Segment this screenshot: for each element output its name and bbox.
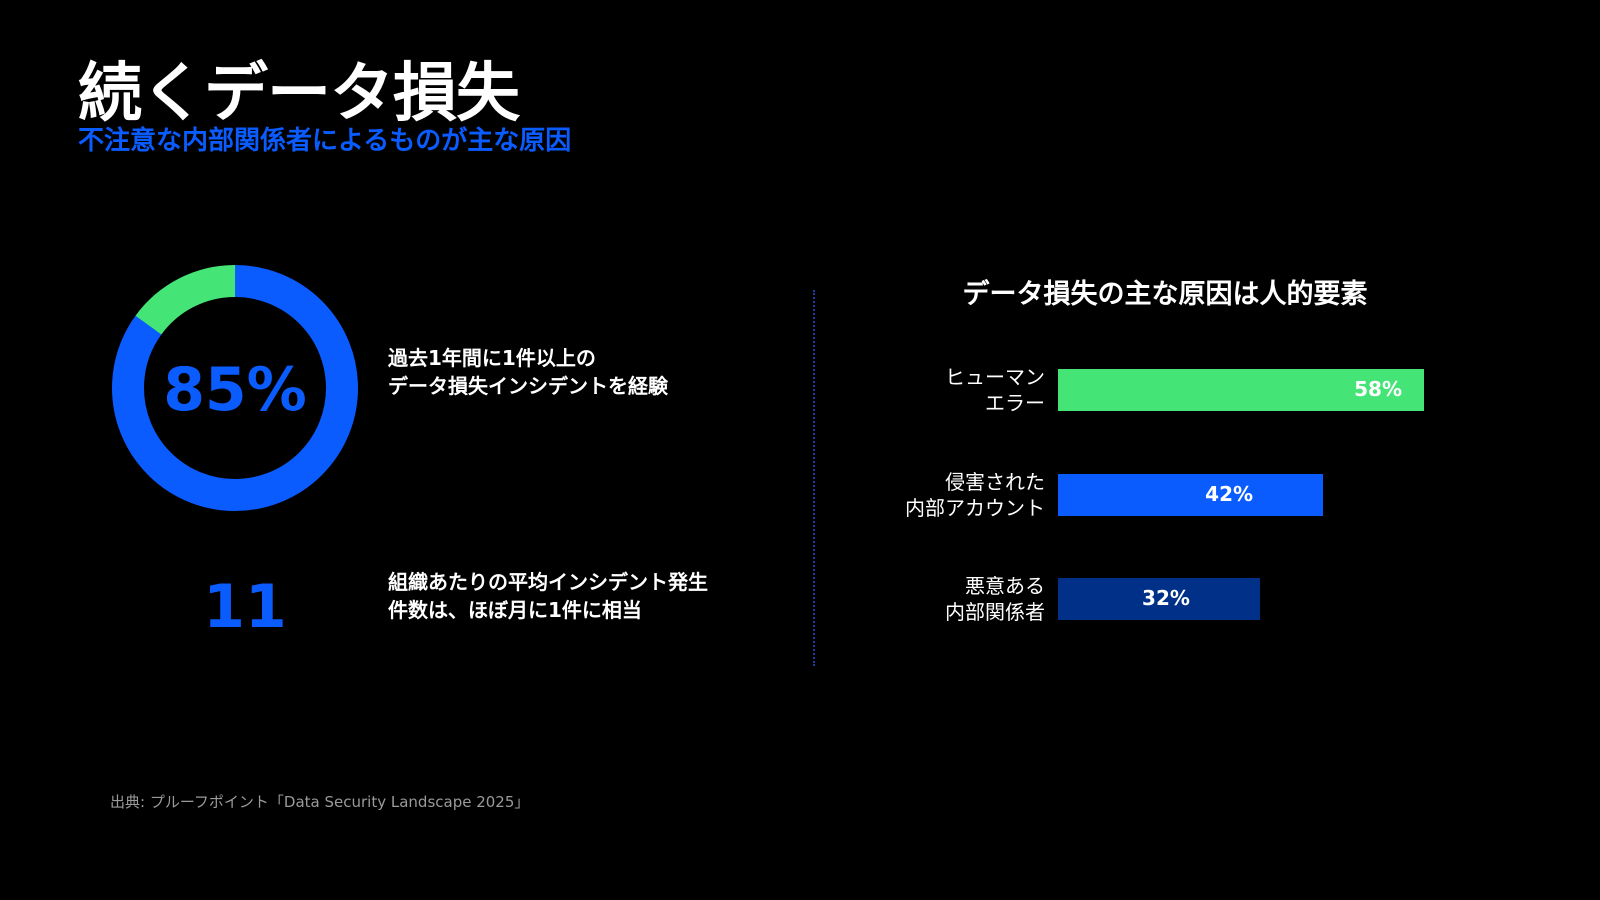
stat-line: 件数は、ほぼ月に1件に相当 [388,598,642,622]
donut-center-label: 85% [163,355,307,425]
bar-value-label: 32% [1142,586,1190,610]
chart-title: データ損失の主な原因は人的要素 [962,279,1368,310]
bar: 58% [1058,369,1424,411]
bar-value-label: 42% [1205,482,1254,506]
bar-category-line: ヒューマン [945,365,1045,389]
bar-category-label: ヒューマン エラー [845,364,1045,416]
divider [813,290,815,666]
stat-description-2: 組織あたりの平均インシデント発生 件数は、ほぼ月に1件に相当 [388,568,708,624]
stat-line: 組織あたりの平均インシデント発生 [388,570,708,594]
bar-category-line: 侵害された [945,470,1045,494]
bar-category-line: エラー [985,391,1045,415]
bar-category-line: 悪意ある [965,574,1045,598]
bar: 42% [1058,474,1324,516]
stat-value-incidents: 11 [203,572,287,642]
stat-line: 過去1年間に1件以上の [388,346,596,370]
stat-line: データ損失インシデントを経験 [388,374,668,398]
bar-category-line: 内部アカウント [905,496,1045,520]
bar-value-label: 58% [1354,377,1402,401]
stat-description-1: 過去1年間に1件以上の データ損失インシデントを経験 [388,344,668,400]
page-subtitle: 不注意な内部関係者によるものが主な原因 [78,126,572,156]
bar: 32% [1058,578,1260,620]
bar-category-label: 悪意ある 内部関係者 [845,573,1045,625]
bar-category-label: 侵害された 内部アカウント [845,469,1045,521]
donut-chart [112,265,358,512]
donut-segment-rest [112,265,358,512]
page-title: 続くデータ損失 [78,57,520,131]
bar-category-line: 内部関係者 [945,600,1045,624]
footnote: 出典: プルーフポイント「Data Security Landscape 202… [110,793,530,811]
